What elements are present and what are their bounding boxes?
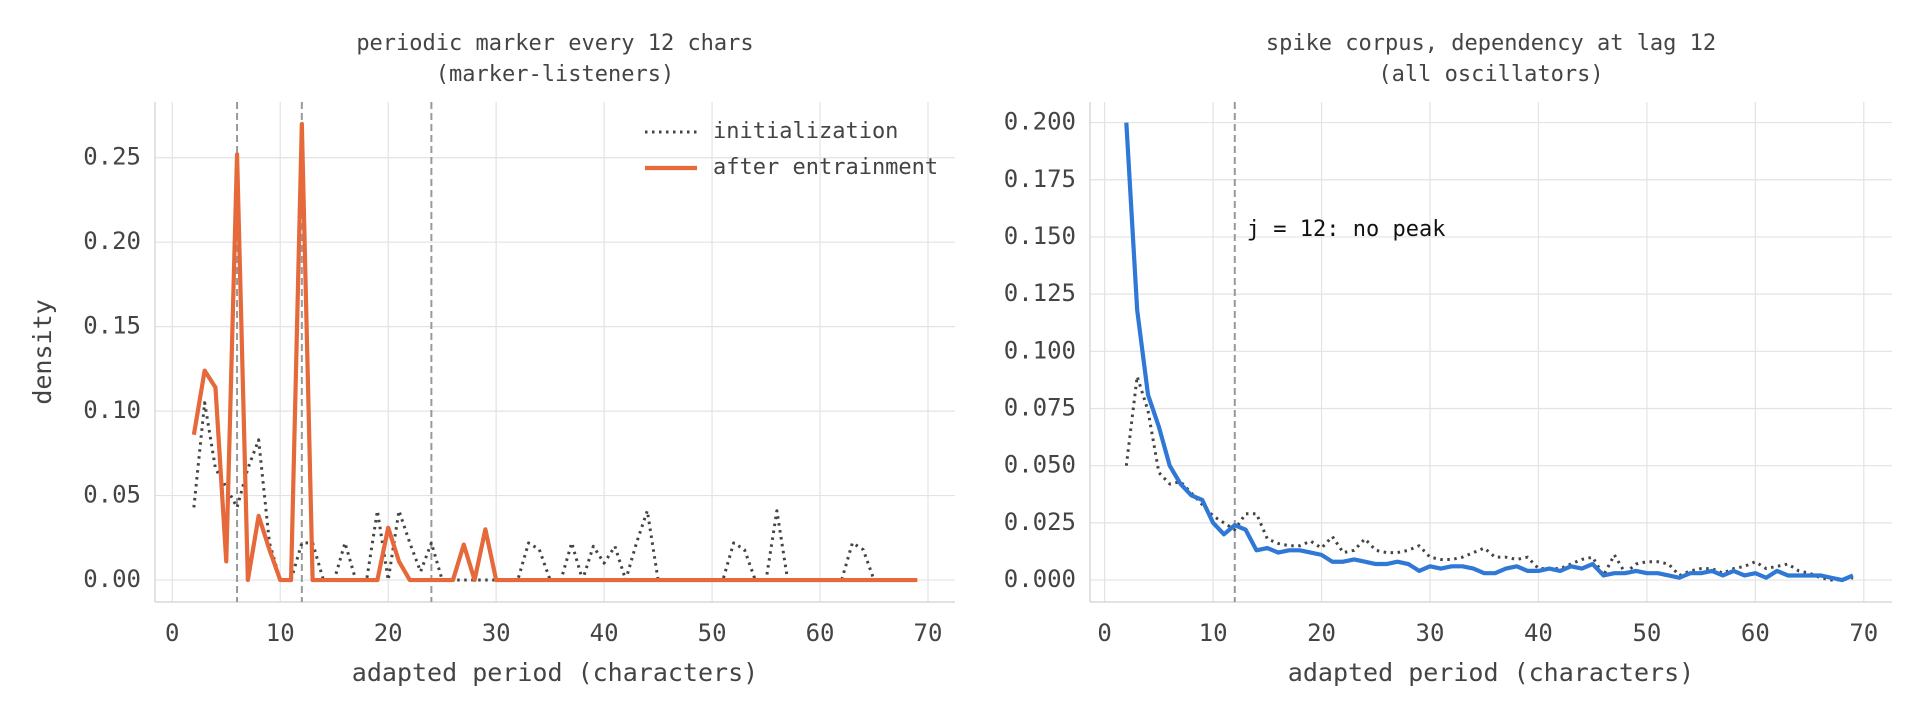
y-tick-label: 0.125 xyxy=(1004,279,1076,307)
x-tick-label: 70 xyxy=(1849,619,1878,647)
x-tick-label: 40 xyxy=(590,619,619,647)
y-tick-label: 0.20 xyxy=(83,227,141,255)
x-axis-label: adapted period (characters) xyxy=(1288,658,1694,687)
y-axis-label: density xyxy=(28,299,57,404)
chart-title: (marker-listeners) xyxy=(436,62,674,87)
chart-title: (all oscillators) xyxy=(1378,62,1603,87)
y-tick-label: 0.175 xyxy=(1004,165,1076,193)
x-tick-label: 50 xyxy=(1632,619,1661,647)
y-tick-label: 0.00 xyxy=(83,565,141,593)
y-tick-label: 0.05 xyxy=(83,481,141,509)
y-tick-label: 0.200 xyxy=(1004,108,1076,136)
x-tick-label: 20 xyxy=(374,619,403,647)
annotation: j = 12: no peak xyxy=(1247,217,1446,242)
y-tick-label: 0.100 xyxy=(1004,336,1076,364)
x-tick-label: 0 xyxy=(165,619,179,647)
x-tick-label: 10 xyxy=(266,619,295,647)
chart-title: periodic marker every 12 chars xyxy=(356,31,753,56)
x-axis-label: adapted period (characters) xyxy=(352,658,758,687)
x-tick-label: 30 xyxy=(482,619,511,647)
series-line xyxy=(1124,374,1854,582)
y-tick-label: 0.025 xyxy=(1004,508,1076,536)
x-tick-label: 30 xyxy=(1416,619,1445,647)
y-tick-label: 0.075 xyxy=(1004,393,1076,421)
x-tick-label: 0 xyxy=(1097,619,1111,647)
x-tick-label: 40 xyxy=(1524,619,1553,647)
y-tick-label: 0.000 xyxy=(1004,565,1076,593)
x-tick-label: 20 xyxy=(1307,619,1336,647)
x-tick-label: 10 xyxy=(1199,619,1228,647)
legend-label: initialization xyxy=(713,119,898,144)
x-tick-label: 70 xyxy=(914,619,943,647)
series-line xyxy=(191,121,918,583)
x-tick-label: 50 xyxy=(698,619,727,647)
x-tick-label: 60 xyxy=(1741,619,1770,647)
series-line xyxy=(1124,122,1854,583)
legend-label: after entrainment xyxy=(713,155,938,180)
y-tick-label: 0.050 xyxy=(1004,451,1076,479)
x-tick-label: 60 xyxy=(806,619,835,647)
y-tick-label: 0.10 xyxy=(83,396,141,424)
chart-title: spike corpus, dependency at lag 12 xyxy=(1266,31,1716,56)
y-tick-label: 0.25 xyxy=(83,143,141,171)
y-tick-label: 0.150 xyxy=(1004,222,1076,250)
y-tick-label: 0.15 xyxy=(83,312,141,340)
